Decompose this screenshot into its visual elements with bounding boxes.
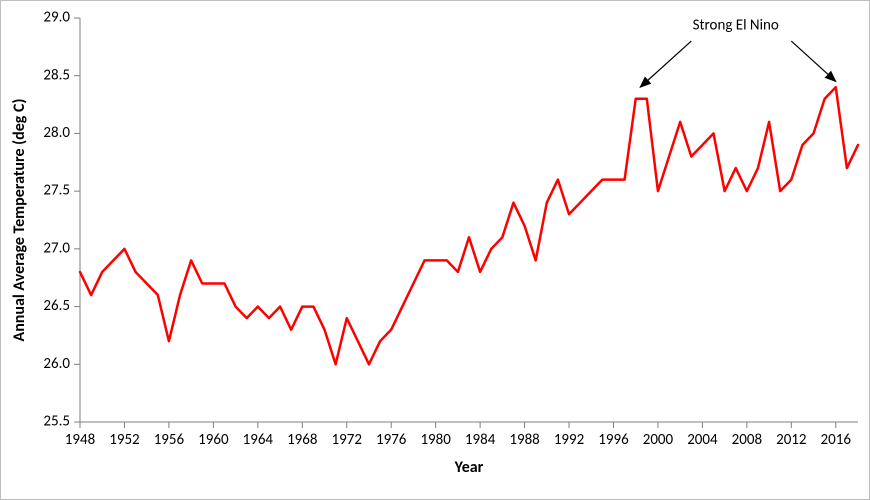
x-tick-label: 1988: [509, 431, 539, 449]
x-tick-label: 1948: [65, 431, 95, 449]
x-tick-label: 1996: [598, 431, 629, 449]
y-tick-label: 26.5: [43, 297, 70, 315]
x-tick-label: 1976: [376, 431, 407, 449]
x-tick-label: 2008: [732, 431, 762, 449]
x-tick-label: 1960: [198, 431, 229, 449]
y-tick-label: 28.0: [43, 124, 70, 142]
x-axis-label: Year: [454, 458, 484, 477]
x-tick-label: 1984: [465, 431, 496, 449]
line-chart: 25.5 26.0 26.5 27.0 27.5 28.0 28.5 29.0 1948 1952…: [0, 0, 870, 500]
annotation-label: Strong El Nino: [693, 17, 779, 35]
y-tick-label: 25.5: [43, 413, 70, 431]
x-tick-label: 2004: [687, 431, 718, 449]
y-tick-label: 28.5: [43, 66, 70, 84]
x-tick-label: 1992: [554, 431, 584, 449]
x-tick-label: 1952: [109, 431, 139, 449]
y-axis-label: Annual Average Temperature (deg C): [10, 99, 29, 342]
chart-frame: 25.5 26.0 26.5 27.0 27.5 28.0 28.5 29.0 1948 1952…: [0, 0, 870, 500]
x-tick-label: 1964: [243, 431, 274, 449]
x-tick-label: 1968: [287, 431, 317, 449]
x-tick-label: 1956: [154, 431, 185, 449]
y-tick-label: 27.5: [43, 182, 70, 200]
x-tick-label: 1972: [332, 431, 362, 449]
y-tick-label: 26.0: [43, 355, 70, 373]
x-tick-label: 2012: [776, 431, 806, 449]
y-tick-label: 27.0: [43, 239, 70, 257]
x-tick-label: 2000: [643, 431, 674, 449]
y-tick-label: 29.0: [43, 9, 70, 27]
x-tick-label: 1980: [420, 431, 451, 449]
x-tick-label: 2016: [821, 431, 852, 449]
